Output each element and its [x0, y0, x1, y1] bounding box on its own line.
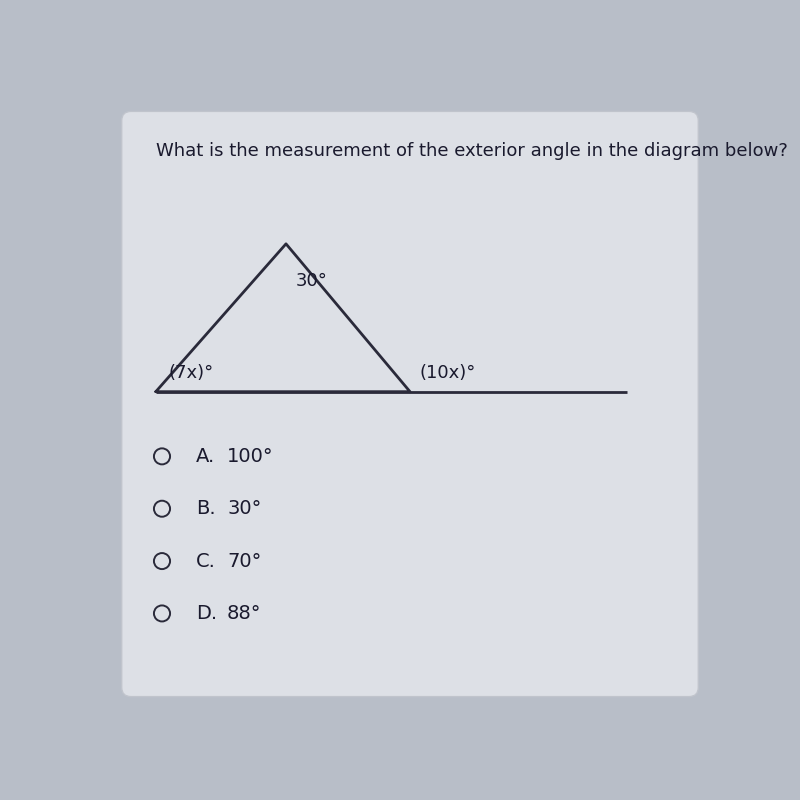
Text: D.: D.: [196, 604, 218, 623]
Text: C.: C.: [196, 551, 216, 570]
Text: B.: B.: [196, 499, 216, 518]
FancyBboxPatch shape: [122, 111, 698, 697]
Text: What is the measurement of the exterior angle in the diagram below?: What is the measurement of the exterior …: [156, 142, 788, 160]
Text: A.: A.: [196, 447, 215, 466]
Text: (10x)°: (10x)°: [419, 365, 476, 382]
Text: 70°: 70°: [227, 551, 262, 570]
Text: 88°: 88°: [227, 604, 262, 623]
Text: 100°: 100°: [227, 447, 274, 466]
Text: (7x)°: (7x)°: [168, 365, 214, 382]
Text: 30°: 30°: [227, 499, 262, 518]
Text: 30°: 30°: [295, 271, 327, 290]
